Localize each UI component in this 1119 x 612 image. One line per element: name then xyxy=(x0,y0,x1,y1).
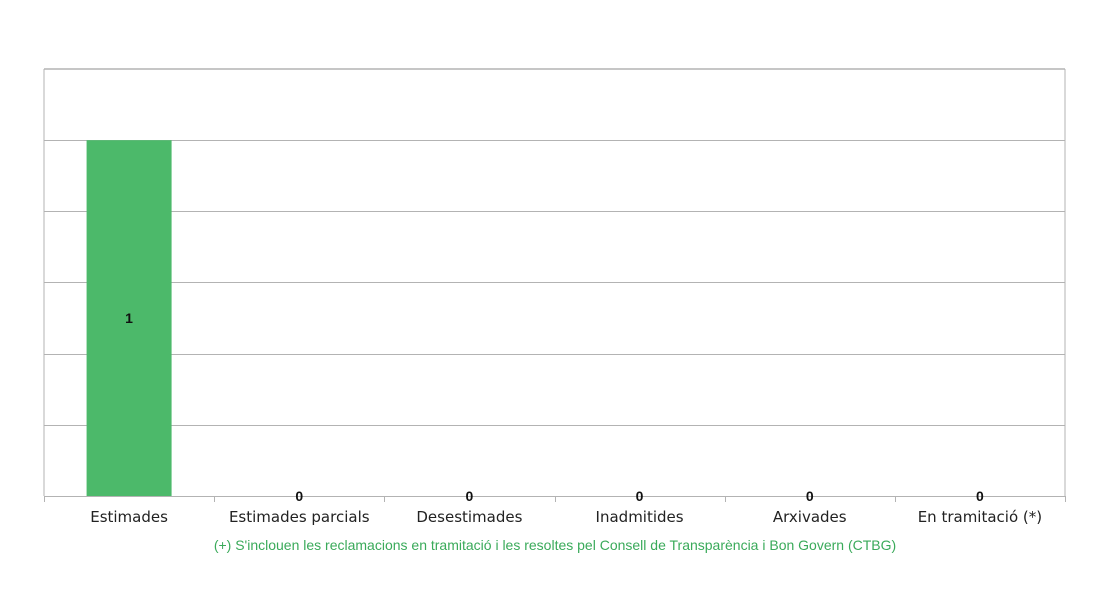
category-label: En tramitació (*) xyxy=(918,508,1042,526)
category-label: Desestimades xyxy=(416,508,522,526)
category-label: Estimades parcials xyxy=(229,508,370,526)
footnote: (+) S'inclouen les reclamacions en trami… xyxy=(213,537,897,553)
labels: Estimades Estimades parcials Desestimades I… xyxy=(90,310,1042,526)
x-axis xyxy=(44,496,1066,502)
data-label: 1 xyxy=(125,310,133,326)
bars xyxy=(86,140,172,496)
data-label: 0 xyxy=(295,488,303,504)
bar xyxy=(86,140,172,496)
category-label: Arxivades xyxy=(773,508,847,526)
data-label: 0 xyxy=(636,488,644,504)
gridlines xyxy=(43,68,1066,496)
data-label: 0 xyxy=(806,488,814,504)
category-label: Inadmitides xyxy=(596,508,684,526)
data-label: 0 xyxy=(976,488,984,504)
data-label: 0 xyxy=(466,488,474,504)
category-label: Estimades xyxy=(90,508,168,526)
